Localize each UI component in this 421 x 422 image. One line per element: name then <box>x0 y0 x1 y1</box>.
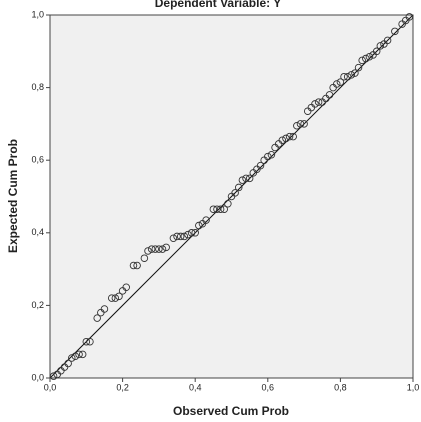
point <box>311 100 319 108</box>
point <box>358 56 366 65</box>
point <box>256 161 265 170</box>
point <box>391 27 399 36</box>
point <box>100 305 109 313</box>
point <box>93 314 101 322</box>
point <box>202 216 210 224</box>
x-axis-label: Observed Cum Prob <box>173 404 289 418</box>
point <box>347 71 356 79</box>
y-tick-label: 0,0 <box>31 372 44 382</box>
point <box>224 200 232 208</box>
point <box>180 232 189 241</box>
y-tick-label: 0,8 <box>31 82 44 92</box>
x-tick-label: 0,2 <box>116 382 129 392</box>
point <box>173 232 181 241</box>
point <box>176 232 185 241</box>
point <box>86 337 94 346</box>
point <box>187 229 196 237</box>
point <box>111 294 120 302</box>
point <box>300 120 308 128</box>
point <box>209 205 218 213</box>
y-tick-label: 0,2 <box>31 300 44 310</box>
point <box>231 189 239 197</box>
point <box>365 52 374 61</box>
point <box>405 13 414 21</box>
y-tick-label: 0,4 <box>31 227 44 237</box>
point <box>216 205 225 213</box>
point <box>383 36 392 45</box>
x-tick-label: 0,4 <box>189 382 202 392</box>
point <box>155 245 163 253</box>
point <box>340 72 348 81</box>
point <box>336 78 345 86</box>
point <box>129 261 138 270</box>
point <box>78 350 87 359</box>
point <box>372 47 381 56</box>
point <box>133 261 141 270</box>
point <box>333 80 341 88</box>
point <box>293 121 301 130</box>
point <box>162 243 170 252</box>
point <box>238 176 247 184</box>
x-tick-label: 0,0 <box>44 382 57 392</box>
point <box>314 98 323 106</box>
point <box>82 337 91 346</box>
point <box>184 230 192 239</box>
point <box>264 152 272 161</box>
point <box>68 354 76 362</box>
point <box>195 221 203 230</box>
point <box>296 120 305 128</box>
point <box>285 132 294 141</box>
point <box>151 245 160 253</box>
y-tick-label: 0,6 <box>31 155 44 165</box>
point <box>191 229 199 237</box>
point <box>245 174 254 183</box>
point <box>71 352 80 360</box>
point <box>213 205 221 213</box>
point <box>343 72 352 81</box>
point <box>49 372 58 380</box>
point <box>282 134 290 143</box>
chart-title: Dependent Variable: Y <box>155 0 282 10</box>
point <box>220 205 228 213</box>
point <box>169 234 178 242</box>
x-tick-label: 0,8 <box>334 382 347 392</box>
y-tick-label: 1,0 <box>31 9 44 19</box>
y-axis-label: Expected Cum Prob <box>6 139 20 253</box>
point <box>362 54 370 63</box>
point <box>351 69 359 77</box>
point <box>140 254 149 262</box>
point <box>122 283 130 292</box>
point <box>158 245 167 253</box>
point <box>376 42 385 50</box>
x-tick-label: 1,0 <box>407 382 420 392</box>
point <box>242 174 250 183</box>
point <box>289 132 297 141</box>
point <box>144 247 152 255</box>
point <box>354 63 363 72</box>
point <box>107 294 116 302</box>
point <box>278 136 287 144</box>
point <box>115 292 123 301</box>
point <box>235 183 243 192</box>
x-tick-label: 0,6 <box>262 382 275 392</box>
point <box>75 350 83 359</box>
point <box>147 245 156 253</box>
point <box>64 359 72 368</box>
point <box>325 91 334 99</box>
point <box>267 151 276 159</box>
